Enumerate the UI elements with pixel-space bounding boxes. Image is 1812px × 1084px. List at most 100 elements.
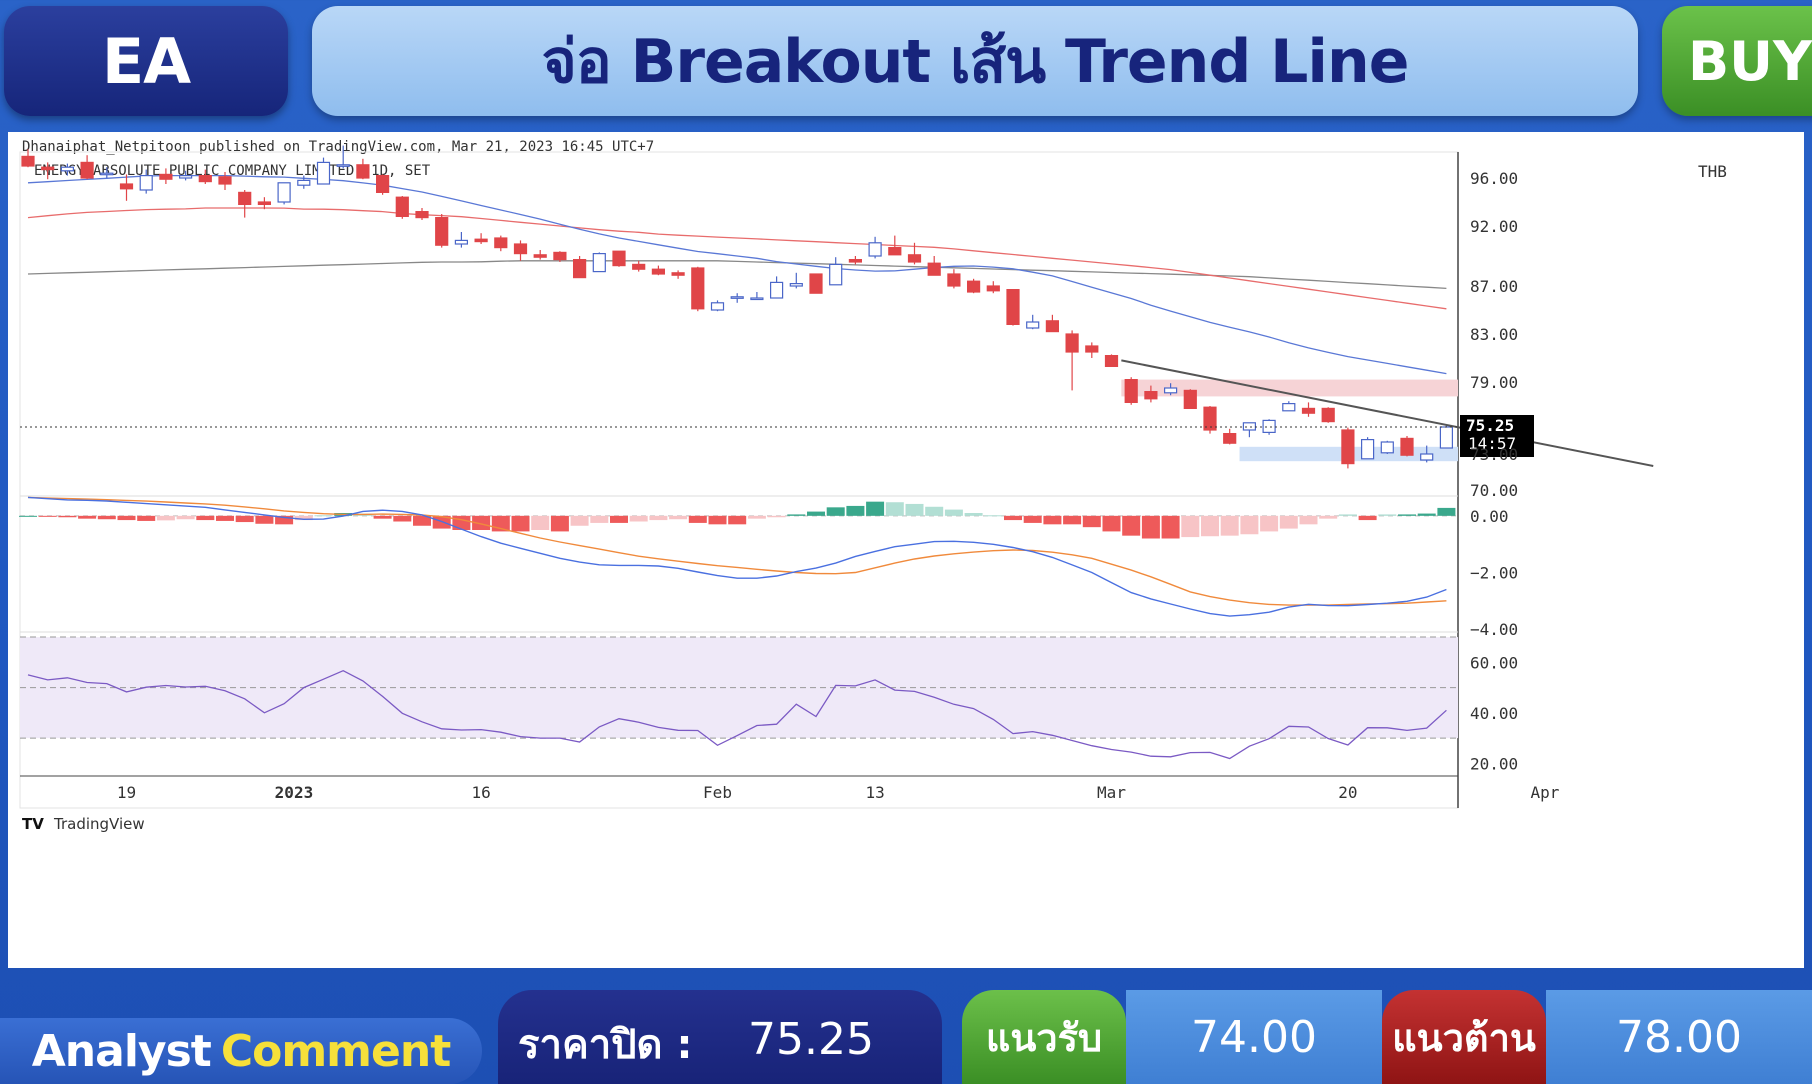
bottom-bar: Analyst Comment ราคาปิด : 75.25 แนวรับ 7… [0, 990, 1812, 1084]
macd-histogram-bar [156, 515, 175, 521]
price-tick-label: 83.00 [1470, 325, 1518, 344]
candle-body [809, 273, 823, 294]
candle-body [159, 173, 173, 180]
close-price-label: ราคาปิด : [518, 1022, 693, 1068]
rsi-tick-label: 60.00 [1470, 653, 1518, 672]
candle-body [1242, 422, 1257, 431]
candle-body [494, 237, 508, 249]
macd-histogram-bar [1043, 515, 1062, 525]
candle-body [395, 196, 409, 217]
macd-histogram-bar [472, 515, 491, 530]
macd-histogram-bar [511, 515, 530, 532]
time-tick-label: Mar [1097, 783, 1126, 802]
resistance-value-text: 78.00 [1616, 1011, 1742, 1063]
candle-body [750, 297, 764, 301]
candle-body [1065, 333, 1079, 353]
candle-body [1144, 391, 1158, 400]
time-tick-label: 2023 [275, 783, 314, 802]
candle-body [927, 262, 941, 276]
macd-histogram-bar [925, 506, 944, 516]
candle-body [710, 302, 725, 311]
candle-body [572, 258, 587, 279]
resistance-label: แนวต้าน [1382, 990, 1546, 1084]
macd-histogram-bar [1240, 515, 1259, 535]
published-caption: Dhanaiphat_Netpitoon published on Tradin… [22, 139, 654, 155]
candle-body [1301, 407, 1316, 414]
macd-histogram-bar [275, 515, 294, 525]
time-tick-label: Feb [703, 783, 732, 802]
candle-body [1223, 433, 1237, 444]
macd-histogram-bar [452, 515, 471, 530]
macd-histogram-bar [984, 515, 1003, 517]
candle-body [1085, 345, 1099, 353]
signal-badge: BUY [1662, 6, 1812, 116]
candle-body [1439, 426, 1454, 449]
macd-histogram-bar [294, 515, 313, 521]
macd-histogram-bar [649, 515, 668, 521]
ticker-badge: EA [4, 6, 288, 116]
price-tick-label: 70.00 [1470, 481, 1518, 500]
candle-body [789, 283, 803, 287]
candle-body [553, 251, 567, 261]
candle-body [139, 174, 153, 191]
headline-text: จ่อ Breakout เส้น Trend Line [541, 26, 1410, 97]
candle-body [1203, 406, 1217, 431]
macd-histogram-bar [1161, 515, 1180, 539]
symbol-caption: ENERGY ABSOLUTE PUBLIC COMPANY LIMITED, … [34, 163, 431, 179]
candle-body [829, 263, 843, 286]
comment-word: Comment [220, 1025, 451, 1077]
candle-body [277, 182, 291, 203]
macd-histogram-bar [1004, 515, 1022, 521]
headline-banner: จ่อ Breakout เส้น Trend Line [312, 6, 1638, 116]
macd-histogram-bar [669, 515, 688, 520]
macd-histogram-bar [944, 509, 963, 516]
macd-histogram-bar [1358, 515, 1377, 521]
tv-logo-text: TradingView [53, 815, 145, 833]
macd-histogram-bar [550, 515, 569, 532]
candle-body [119, 183, 134, 190]
candle-body [376, 174, 390, 193]
macd-histogram-bar [1102, 515, 1121, 532]
tradingview-chart[interactable]: Dhanaiphat_Netpitoon published on Tradin… [8, 132, 1804, 968]
macd-histogram-bar [97, 515, 116, 520]
macd-histogram-bar [846, 505, 865, 516]
macd-histogram-bar [1201, 515, 1219, 537]
macd-histogram-bar [393, 515, 412, 522]
macd-histogram-bar [807, 511, 825, 516]
candle-body [1321, 407, 1335, 423]
macd-histogram-bar [1082, 515, 1101, 528]
candle-body [868, 242, 882, 257]
macd-histogram-bar [1122, 515, 1141, 536]
rsi-tick-label: 20.00 [1470, 754, 1518, 773]
candle-body [671, 272, 685, 276]
time-tick-label: 13 [865, 783, 884, 802]
candle-body [1045, 320, 1060, 333]
candle-body [21, 155, 35, 167]
macd-signal-line [27, 496, 1447, 606]
macd-histogram-bar [1378, 514, 1397, 516]
macd-histogram-bar [1417, 513, 1436, 516]
macd-histogram-bar [826, 507, 845, 516]
macd-histogram-bar [78, 515, 97, 519]
ticker-text: EA [101, 24, 191, 98]
macd-histogram-bar [1141, 515, 1160, 539]
candle-body [632, 263, 646, 270]
signal-text: BUY [1688, 29, 1812, 93]
chart-card: Dhanaiphat_Netpitoon published on Tradin… [8, 132, 1804, 968]
macd-histogram-bar [1437, 507, 1456, 516]
candle-body [1183, 389, 1197, 409]
candle-body [100, 172, 114, 176]
macd-histogram-bar [531, 515, 550, 530]
candle-body [454, 239, 468, 245]
candle-body [257, 201, 271, 206]
candle-body [730, 296, 744, 299]
macd-tick-label: 0.00 [1470, 507, 1509, 526]
candle-body [1400, 437, 1414, 456]
analyst-comment-tab: Analyst Comment [0, 1018, 482, 1084]
candle-body [907, 254, 922, 263]
ma-long-line [27, 260, 1447, 290]
analyst-word: Analyst [31, 1025, 212, 1077]
candle-body [513, 243, 528, 255]
rsi-band [20, 637, 1458, 739]
